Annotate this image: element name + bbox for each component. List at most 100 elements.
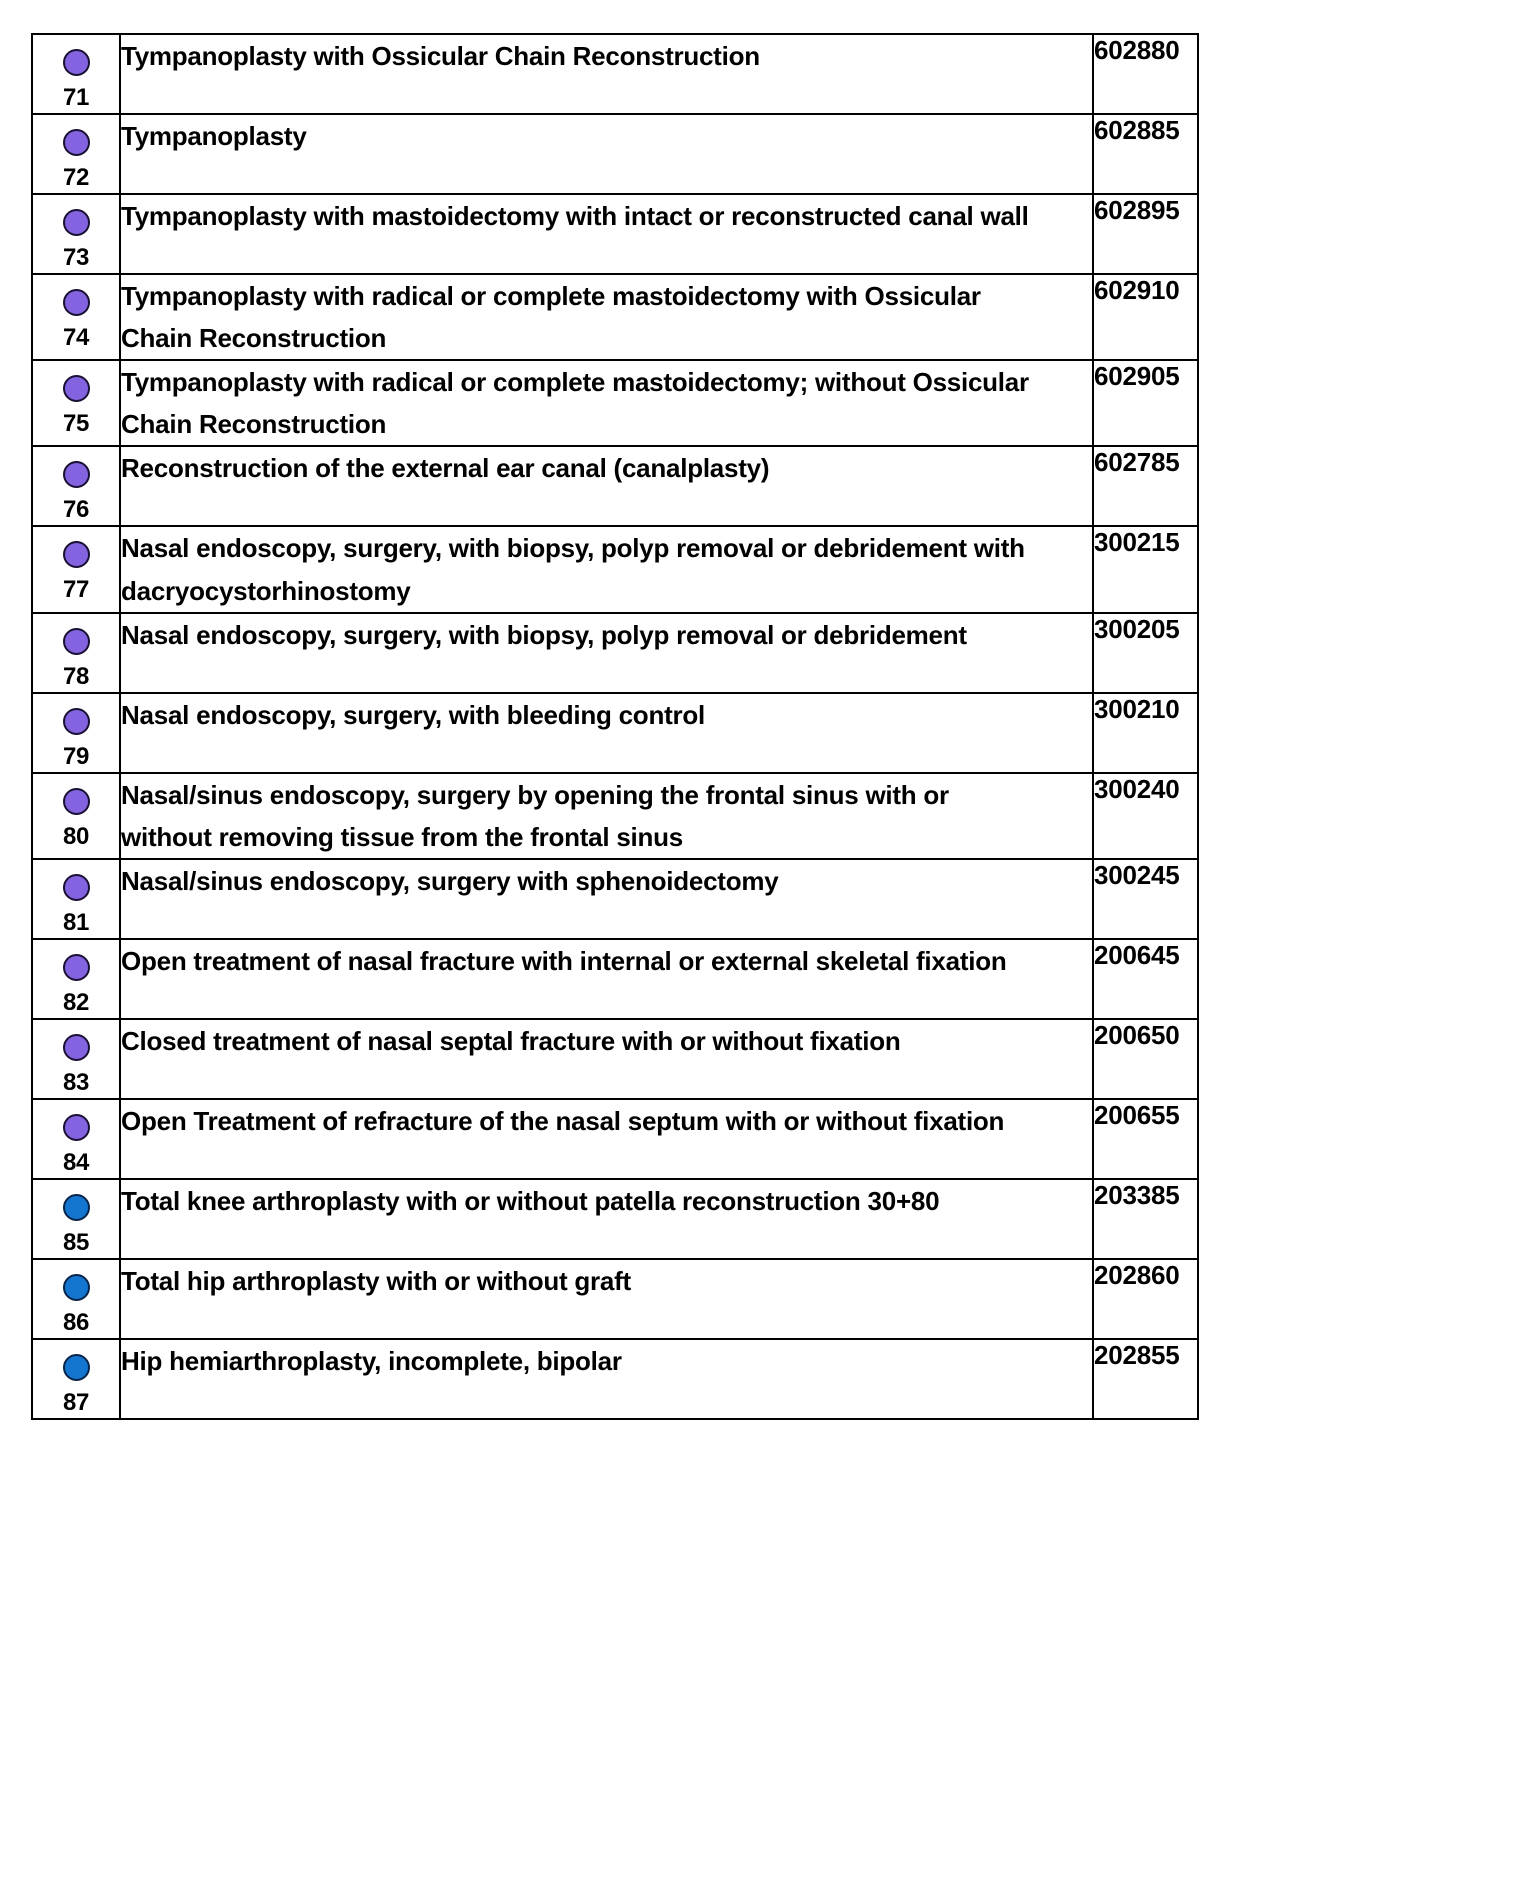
purple-circle-icon [62,49,90,76]
procedure-code: 203385 [1094,1179,1180,1210]
table-row: 71 Tympanoplasty with Ossicular Chain Rec… [31,33,1199,115]
code-cell: 602885 [1092,113,1199,195]
description-cell: Nasal endoscopy, surgery, with biopsy, p… [119,525,1094,614]
marker-cell: 82 [31,937,121,1020]
procedure-code: 602895 [1094,195,1180,225]
procedure-description: Tympanoplasty with mastoidectomy with in… [121,201,1029,231]
marker-cell: 75 [31,359,121,448]
procedure-description: Closed treatment of nasal septal fractur… [121,1025,901,1056]
purple-circle-icon [62,209,90,236]
table-row: 87 Hip hemiarthroplasty, incomplete, bipo… [31,1337,1199,1420]
procedure-code: 602910 [1094,275,1180,305]
code-cell: 200645 [1092,937,1199,1020]
row-index: 78 [62,662,90,690]
row-index: 83 [62,1068,90,1096]
purple-circle-icon [62,375,90,403]
table-row: 74 Tympanoplasty with radical or complete… [31,272,1199,362]
description-cell: Open Treatment of refracture of the nasa… [119,1097,1094,1180]
description-cell: Closed treatment of nasal septal fractur… [119,1017,1094,1100]
purple-circle-icon [62,707,90,735]
row-index: 72 [62,164,90,191]
procedure-code: 200645 [1094,939,1180,970]
code-cell: 300210 [1092,691,1199,774]
marker-cell: 85 [31,1177,121,1260]
row-index: 79 [62,742,90,770]
code-cell: 200650 [1092,1017,1199,1100]
procedure-description: Tympanoplasty with radical or complete m… [121,281,981,354]
marker-cell: 76 [31,445,121,528]
description-cell: Nasal endoscopy, surgery, with biopsy, p… [119,611,1094,694]
table-row: 79 Nasal endoscopy, surgery, with bleedin… [31,691,1199,774]
code-cell: 602895 [1092,193,1199,275]
procedure-list-table: 71 Tympanoplasty with Ossicular Chain Rec… [31,33,1199,1420]
description-cell: Total hip arthroplasty with or without g… [119,1257,1094,1340]
procedure-description: Nasal/sinus endoscopy, surgery by openin… [121,779,949,852]
description-cell: Nasal endoscopy, surgery, with bleeding … [119,691,1094,774]
procedure-table-body: 71 Tympanoplasty with Ossicular Chain Rec… [31,33,1199,1420]
description-cell: Total knee arthroplasty with or without … [119,1177,1094,1260]
code-cell: 300245 [1092,857,1199,940]
code-cell: 200655 [1092,1097,1199,1180]
procedure-code: 202860 [1094,1259,1180,1290]
blue-circle-icon [62,1273,90,1301]
procedure-description: Tympanoplasty [121,121,307,151]
row-index: 82 [62,988,90,1016]
procedure-code: 602880 [1094,35,1180,65]
code-cell: 203385 [1092,1177,1199,1260]
row-index: 80 [62,822,90,850]
row-index: 76 [62,496,90,524]
procedure-code: 602785 [1094,447,1180,478]
purple-circle-icon [62,627,90,655]
table-row: 81 Nasal/sinus endoscopy, surgery with sp… [31,857,1199,940]
procedure-description: Nasal endoscopy, surgery, with biopsy, p… [121,533,1025,606]
code-cell: 602880 [1092,33,1199,115]
procedure-code: 300245 [1094,859,1180,890]
code-cell: 602905 [1092,359,1199,448]
procedure-description: Tympanoplasty with Ossicular Chain Recon… [121,41,760,71]
marker-cell: 74 [31,272,121,362]
description-cell: Tympanoplasty [119,113,1094,195]
table-row: 77 Nasal endoscopy, surgery, with biopsy,… [31,525,1199,614]
procedure-description: Reconstruction of the external ear canal… [121,453,770,484]
code-cell: 300205 [1092,611,1199,694]
code-cell: 300215 [1092,525,1199,614]
marker-cell: 83 [31,1017,121,1100]
procedure-code: 300215 [1094,527,1180,558]
procedure-description: Tympanoplasty with radical or complete m… [121,367,1029,440]
table-row: 80 Nasal/sinus endoscopy, surgery by open… [31,771,1199,860]
table-row: 86 Total hip arthroplasty with or without… [31,1257,1199,1340]
procedure-code: 602885 [1094,115,1180,145]
procedure-code: 200655 [1094,1099,1180,1130]
table-row: 72 Tympanoplasty 602885 [31,113,1199,195]
procedure-description: Total knee arthroplasty with or without … [121,1185,940,1216]
table-row: 75 Tympanoplasty with radical or complete… [31,359,1199,448]
marker-cell: 86 [31,1257,121,1340]
purple-circle-icon [62,289,90,316]
purple-circle-icon [62,1033,90,1061]
marker-cell: 81 [31,857,121,940]
description-cell: Tympanoplasty with radical or complete m… [119,272,1094,362]
table-row: 73 Tympanoplasty with mastoidectomy with … [31,193,1199,275]
procedure-description: Nasal endoscopy, surgery, with bleeding … [121,699,705,730]
code-cell: 602910 [1092,272,1199,362]
description-cell: Open treatment of nasal fracture with in… [119,937,1094,1020]
row-index: 85 [62,1228,90,1256]
table-row: 76 Reconstruction of the external ear can… [31,445,1199,528]
procedure-description: Hip hemiarthroplasty, incomplete, bipola… [121,1345,622,1376]
code-cell: 602785 [1092,445,1199,528]
marker-cell: 84 [31,1097,121,1180]
marker-cell: 79 [31,691,121,774]
marker-cell: 71 [31,33,121,115]
purple-circle-icon [62,129,90,156]
row-index: 71 [62,84,90,111]
code-cell: 202860 [1092,1257,1199,1340]
row-index: 77 [62,576,90,604]
description-cell: Tympanoplasty with Ossicular Chain Recon… [119,33,1094,115]
procedure-description: Total hip arthroplasty with or without g… [121,1265,631,1296]
code-cell: 202855 [1092,1337,1199,1420]
row-index: 74 [62,324,90,351]
procedure-code: 202855 [1094,1339,1180,1370]
marker-cell: 78 [31,611,121,694]
row-index: 84 [62,1148,90,1176]
description-cell: Nasal/sinus endoscopy, surgery by openin… [119,771,1094,860]
